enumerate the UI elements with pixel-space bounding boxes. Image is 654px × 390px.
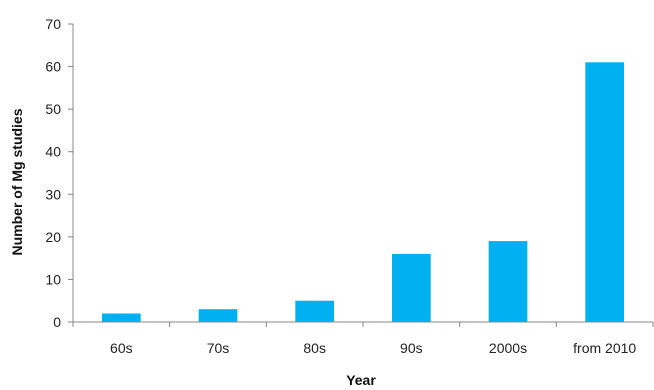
x-axis-title: Year [346,372,376,388]
bar [488,241,528,322]
y-tick-label: 0 [53,314,61,330]
y-tick-label: 50 [45,101,61,117]
y-axis-title: Number of Mg studies [9,108,25,255]
bar [198,309,238,322]
bars [102,62,624,323]
bar [102,313,141,322]
bar [392,253,431,322]
y-tick-label: 40 [45,144,61,160]
x-tick-label: 90s [400,340,423,356]
bar [295,300,334,322]
x-tick-label: 60s [110,340,133,356]
y-tick-label: 60 [45,59,61,75]
x-tick-label: 70s [207,340,230,356]
bar [585,62,624,323]
x-axis-ticks: 60s 70s 80s 90s 2000s from 2010 [72,322,654,356]
x-tick-label: 2000s [489,340,527,356]
y-tick-label: 70 [45,16,61,32]
y-tick-label: 20 [45,229,61,245]
y-tick-label: 30 [45,186,61,202]
x-tick-label: 80s [303,340,326,356]
y-axis-ticks: 0 10 20 30 40 50 60 70 [45,16,73,330]
y-tick-label: 10 [45,271,61,287]
x-tick-label: from 2010 [573,340,636,356]
